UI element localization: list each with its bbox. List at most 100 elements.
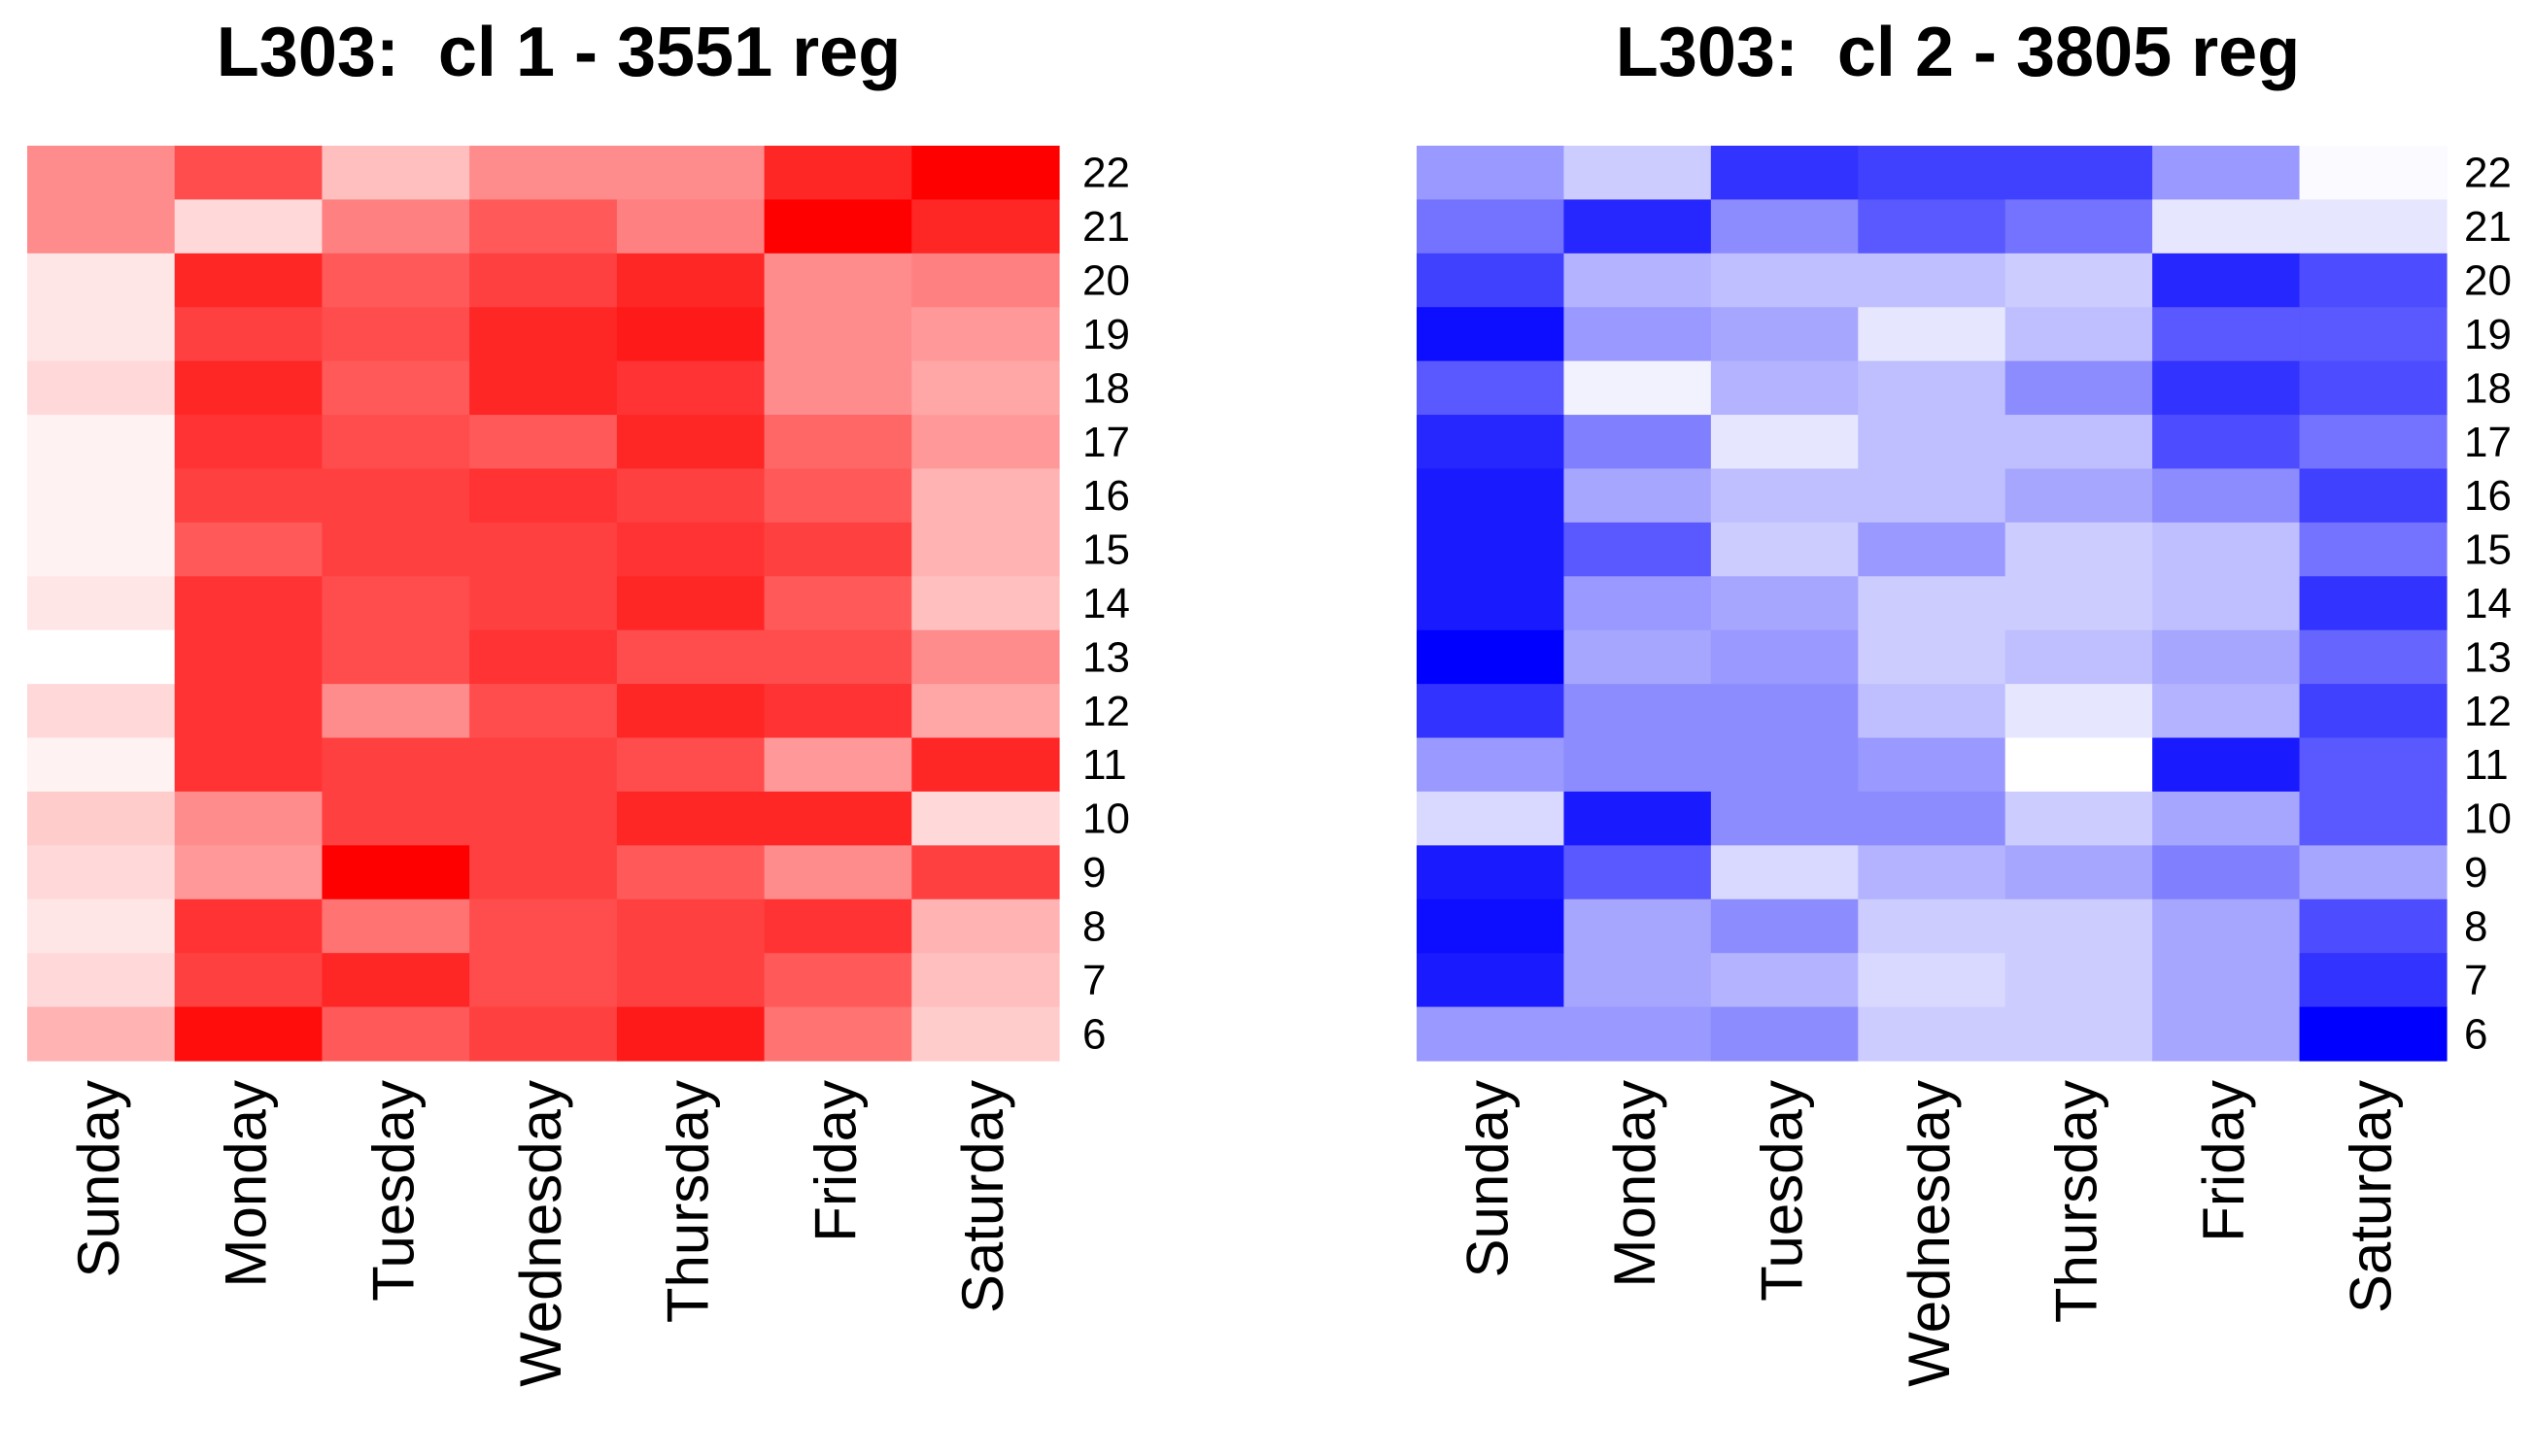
heatmap-cell <box>764 468 912 524</box>
x-tick-label: Monday <box>1602 1080 1667 1287</box>
heatmap-cell <box>2004 629 2153 685</box>
y-tick-label: 16 <box>2464 472 2512 520</box>
heatmap-cell <box>322 360 470 416</box>
heatmap-cell <box>322 576 470 631</box>
heatmap-cell <box>2004 199 2153 254</box>
heatmap-cell <box>2004 360 2153 416</box>
heatmap-cell <box>2152 898 2301 954</box>
heatmap-cell <box>174 307 324 362</box>
heatmap-cell <box>911 576 1060 631</box>
heatmap-cell <box>2004 576 2153 631</box>
heatmap-cell <box>2299 953 2448 1008</box>
heatmap-cell <box>911 845 1060 900</box>
heatmap-cell <box>1710 791 1859 846</box>
y-tick-label: 9 <box>1082 849 1106 897</box>
heatmap-cell <box>616 146 766 201</box>
x-tick-label: Tuesday <box>1750 1080 1815 1302</box>
heatmap-cell <box>469 953 618 1008</box>
heatmap-cell <box>2299 576 2448 631</box>
heatmap-cell <box>1417 522 1565 577</box>
heatmap-cell <box>1417 307 1565 362</box>
heatmap-cell <box>2152 576 2301 631</box>
heatmap-cell <box>2152 791 2301 846</box>
heatmap-cell <box>1710 522 1859 577</box>
heatmap-cell <box>1858 845 2006 900</box>
heatmap-cell <box>174 845 324 900</box>
y-tick-label: 6 <box>2464 1010 2487 1058</box>
heatmap-cell <box>1417 629 1565 685</box>
y-tick-label: 12 <box>2464 688 2512 735</box>
y-tick-label: 11 <box>2464 741 2509 789</box>
heatmap-cell <box>616 684 766 739</box>
y-tick-label: 15 <box>1082 526 1130 574</box>
heatmap-cell <box>764 360 912 416</box>
heatmap-cell <box>1710 737 1859 793</box>
heatmap-cell <box>2299 415 2448 470</box>
heatmap-cell <box>469 360 618 416</box>
heatmap-cell <box>469 576 618 631</box>
heatmap-cell <box>322 1006 470 1062</box>
heatmap-cell <box>1563 684 1712 739</box>
heatmap-cell <box>1417 737 1565 793</box>
heatmap-cell <box>2299 522 2448 577</box>
heatmap-cell <box>2299 845 2448 900</box>
heatmap-cell <box>27 953 176 1008</box>
heatmap-cell <box>1858 1006 2006 1062</box>
heatmap-cell <box>27 307 176 362</box>
y-tick-label: 20 <box>2464 257 2512 305</box>
x-tick-label: Thursday <box>656 1080 721 1323</box>
heatmap-cell <box>2004 898 2153 954</box>
heatmap-cell <box>469 684 618 739</box>
heatmap-cell <box>2004 468 2153 524</box>
heatmap-cell <box>27 737 176 793</box>
heatmap-cell <box>174 737 324 793</box>
heatmap-cell <box>2004 791 2153 846</box>
heatmap-cell <box>322 146 470 201</box>
heatmap-cell <box>2152 146 2301 201</box>
heatmap-cell <box>27 522 176 577</box>
x-tick-label: Tuesday <box>360 1080 426 1302</box>
heatmap-cell <box>1858 684 2006 739</box>
heatmap-cell <box>469 199 618 254</box>
heatmap-cell <box>322 522 470 577</box>
heatmap-cell <box>1858 253 2006 308</box>
heatmap-cell <box>174 953 324 1008</box>
heatmap-cell <box>1710 953 1859 1008</box>
y-tick-label: 18 <box>1082 364 1130 412</box>
heatmap-cell <box>2299 146 2448 201</box>
heatmap-cell <box>1417 898 1565 954</box>
heatmap-chart: 22 21 20 19 18 17 16 15 14 13 12 11 10 9 8 7 6 Sunday Mond… <box>27 146 1130 1387</box>
y-tick-label: 11 <box>1082 741 1127 789</box>
heatmap-cell <box>469 898 618 954</box>
heatmap-cell <box>911 307 1060 362</box>
heatmap-cell <box>174 146 324 201</box>
heatmap-cell <box>1563 146 1712 201</box>
heatmap-cell <box>2299 253 2448 308</box>
heatmap-cell <box>1563 253 1712 308</box>
heatmap-cell <box>469 629 618 685</box>
heatmap-cell <box>764 684 912 739</box>
chart-title: L303: cl 1 - 3551 reg <box>216 14 902 91</box>
y-tick-label: 9 <box>2464 849 2487 897</box>
heatmap-cell <box>1563 468 1712 524</box>
heatmap-cell <box>1710 415 1859 470</box>
heatmap-cell <box>616 522 766 577</box>
heatmap-cell <box>2152 307 2301 362</box>
heatmap-panel-cluster-2: L303: cl 2 - 3805 reg 22 21 20 19 18 17 16 15 14… <box>1355 0 2534 1456</box>
heatmap-cells <box>27 146 1060 1062</box>
heatmap-cell <box>322 307 470 362</box>
heatmap-cell <box>616 199 766 254</box>
heatmap-cell <box>911 253 1060 308</box>
heatmap-cell <box>322 953 470 1008</box>
heatmap-cell <box>616 898 766 954</box>
heatmap-cell <box>1710 845 1859 900</box>
heatmap-cell <box>1710 199 1859 254</box>
heatmap-cell <box>322 415 470 470</box>
heatmap-cell <box>1417 1006 1565 1062</box>
heatmap-cell <box>1417 415 1565 470</box>
y-tick-label: 19 <box>2464 311 2512 358</box>
heatmap-cell <box>174 468 324 524</box>
heatmap-cell <box>1417 576 1565 631</box>
x-tick-label: Wednesday <box>508 1080 573 1387</box>
heatmap-cell <box>911 898 1060 954</box>
